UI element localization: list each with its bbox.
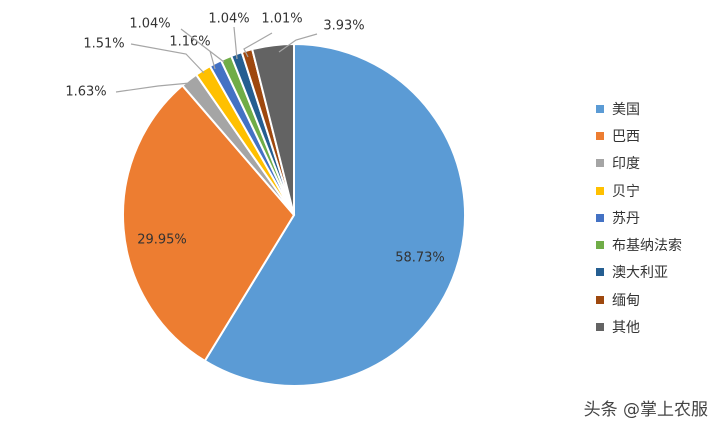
legend-label: 美国 (612, 101, 640, 118)
legend-swatch (596, 131, 604, 140)
data-label-9: 3.93% (323, 19, 364, 34)
legend: 美国巴西印度贝宁苏丹布基纳法索澳大利亚缅甸其他 (596, 95, 682, 341)
legend-swatch (596, 323, 604, 332)
legend-label: 苏丹 (612, 210, 640, 227)
legend-item-6: 布基纳法索 (596, 231, 682, 258)
leader-line-4 (130, 43, 205, 74)
legend-item-9: 其他 (596, 313, 682, 340)
leader-line-5 (209, 50, 216, 70)
watermark: 头条 @掌上农服 (583, 400, 708, 420)
data-label-6: 1.04% (129, 17, 170, 32)
leader-line-7 (233, 26, 238, 60)
legend-label: 澳大利亚 (612, 265, 668, 282)
data-label-7: 1.04% (208, 12, 249, 27)
legend-swatch (596, 268, 604, 277)
legend-label: 其他 (612, 320, 640, 337)
legend-item-4: 贝宁 (596, 177, 682, 204)
data-label-2: 29.95% (137, 233, 187, 248)
legend-label: 印度 (612, 156, 640, 173)
legend-swatch (596, 213, 604, 222)
leader-line-8 (243, 32, 273, 58)
legend-label: 布基纳法索 (612, 238, 682, 255)
legend-item-1: 美国 (596, 95, 682, 122)
legend-swatch (596, 241, 604, 250)
data-label-3: 1.63% (65, 85, 106, 100)
leader-line-9 (278, 33, 318, 53)
legend-item-5: 苏丹 (596, 204, 682, 231)
legend-label: 贝宁 (612, 183, 640, 200)
legend-swatch (596, 295, 604, 304)
data-label-4: 1.51% (83, 37, 124, 52)
leader-line-6 (180, 28, 225, 63)
pie-slice-2 (122, 84, 296, 363)
legend-label: 缅甸 (612, 292, 640, 309)
legend-swatch (596, 159, 604, 168)
data-label-1: 58.73% (395, 251, 445, 266)
pie-slice-1 (203, 42, 466, 387)
leader-line-3 (115, 82, 191, 93)
data-label-8: 1.01% (261, 12, 302, 27)
legend-swatch (596, 186, 604, 195)
legend-item-2: 巴西 (596, 122, 682, 149)
legend-item-3: 印度 (596, 150, 682, 177)
legend-swatch (596, 104, 604, 113)
legend-item-8: 缅甸 (596, 286, 682, 313)
legend-label: 巴西 (612, 128, 640, 145)
legend-item-7: 澳大利亚 (596, 259, 682, 286)
pie-slice-9 (250, 42, 295, 216)
data-label-5: 1.16% (169, 35, 210, 50)
